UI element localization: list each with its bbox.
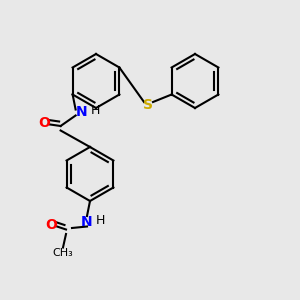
Text: O: O <box>45 218 57 232</box>
Text: S: S <box>143 98 154 112</box>
Text: N: N <box>76 106 87 119</box>
Text: H: H <box>90 104 100 118</box>
Text: O: O <box>38 116 50 130</box>
Text: CH₃: CH₃ <box>52 248 74 259</box>
Text: N: N <box>81 215 93 229</box>
Text: H: H <box>96 214 105 227</box>
